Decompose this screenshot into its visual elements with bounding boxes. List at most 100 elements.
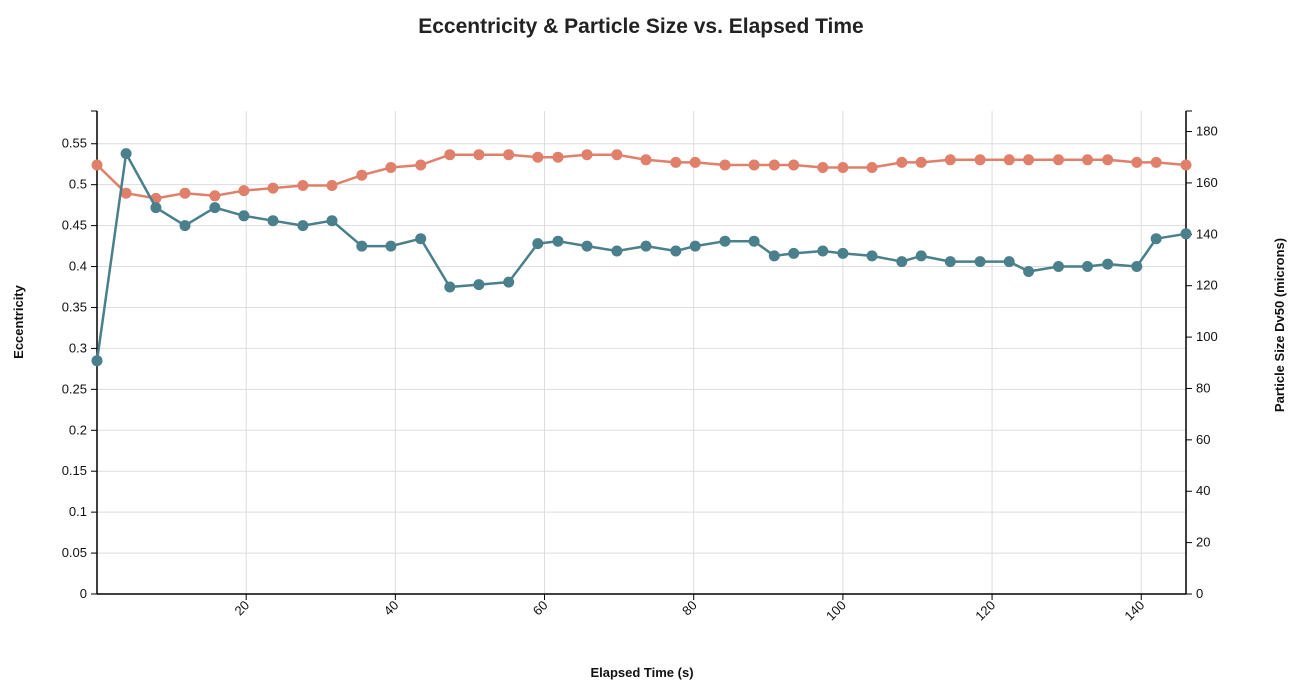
eccentricity-data-point bbox=[356, 240, 368, 252]
x-tick-label: 60 bbox=[530, 598, 551, 619]
y-left-tick-label: 0.35 bbox=[62, 299, 87, 314]
eccentricity-data-point bbox=[748, 235, 760, 247]
particle-size-data-point bbox=[1023, 154, 1035, 166]
x-tick-label: 100 bbox=[823, 598, 849, 624]
x-axis-label: Elapsed Time (s) bbox=[590, 665, 693, 680]
y-right-tick-label: 20 bbox=[1196, 535, 1210, 550]
particle-size-data-point bbox=[1102, 154, 1114, 166]
particle-size-data-point bbox=[297, 180, 309, 191]
particle-size-data-point bbox=[788, 159, 800, 171]
y-left-tick-label: 0.4 bbox=[69, 259, 87, 274]
y-right-tick-label: 60 bbox=[1196, 432, 1210, 447]
x-tick-label: 80 bbox=[679, 598, 700, 619]
eccentricity-data-point bbox=[444, 281, 456, 293]
x-tick-label: 40 bbox=[381, 598, 402, 619]
particle-size-data-point bbox=[768, 159, 780, 171]
eccentricity-data-point bbox=[91, 355, 103, 367]
particle-size-data-point bbox=[415, 159, 427, 171]
particle-size-data-point bbox=[179, 187, 191, 199]
eccentricity-data-point bbox=[150, 202, 162, 214]
eccentricity-data-point bbox=[670, 245, 682, 257]
eccentricity-data-point bbox=[1102, 258, 1114, 270]
eccentricity-data-point bbox=[837, 247, 849, 259]
eccentricity-data-point bbox=[1150, 233, 1162, 245]
y-right-tick-label: 80 bbox=[1196, 380, 1210, 395]
eccentricity-data-point bbox=[817, 245, 829, 257]
y-left-axis-label: Eccentricity bbox=[11, 284, 26, 358]
eccentricity-data-point bbox=[297, 220, 309, 232]
particle-size-data-point bbox=[689, 156, 701, 168]
y-left-tick-label: 0.55 bbox=[62, 136, 87, 151]
particle-size-data-point bbox=[837, 162, 849, 173]
eccentricity-data-point bbox=[915, 250, 927, 262]
particle-size-data-point bbox=[91, 159, 103, 171]
eccentricity-data-point bbox=[415, 233, 427, 245]
particle-size-data-point bbox=[532, 151, 544, 163]
particle-size-data-point bbox=[209, 190, 221, 202]
particle-size-data-point bbox=[444, 149, 456, 161]
x-tick-label: 140 bbox=[1121, 598, 1147, 624]
particle-size-data-point bbox=[611, 149, 623, 161]
y-left-tick-label: 0.1 bbox=[69, 504, 87, 519]
eccentricity-data-point bbox=[1082, 261, 1093, 272]
y-right-tick-label: 40 bbox=[1196, 483, 1210, 498]
eccentricity-data-point bbox=[385, 240, 397, 252]
eccentricity-data-point bbox=[238, 210, 250, 222]
eccentricity-data-point bbox=[1023, 266, 1035, 277]
particle-size-data-point bbox=[385, 162, 397, 173]
eccentricity-data-point bbox=[944, 256, 956, 268]
y-right-tick-label: 120 bbox=[1196, 278, 1218, 293]
eccentricity-data-point bbox=[788, 247, 800, 259]
eccentricity-data-point bbox=[768, 250, 780, 262]
eccentricity-data-point bbox=[267, 215, 279, 227]
eccentricity-data-point bbox=[209, 202, 221, 214]
particle-size-data-point bbox=[1131, 156, 1143, 168]
y-right-tick-label: 100 bbox=[1196, 329, 1218, 344]
particle-size-data-point bbox=[817, 162, 829, 173]
eccentricity-data-point bbox=[1003, 256, 1015, 268]
particle-size-data-point bbox=[896, 156, 908, 168]
particle-size-data-point bbox=[748, 159, 760, 171]
eccentricity-data-point bbox=[1053, 261, 1064, 272]
particle-size-data-point bbox=[238, 185, 250, 197]
eccentricity-data-point bbox=[581, 240, 593, 252]
y-left-tick-label: 0.2 bbox=[69, 422, 87, 437]
eccentricity-data-point bbox=[974, 256, 986, 268]
particle-size-data-point bbox=[1082, 154, 1093, 166]
y-left-tick-label: 0.45 bbox=[62, 218, 87, 233]
y-left-tick-label: 0.05 bbox=[62, 545, 87, 560]
axes-layer: 0 0.05 0.1 0.15 0.2 0.25 0.3 0.35 0.4 0.45 0.5 0.55… bbox=[62, 110, 1218, 624]
eccentricity-data-point bbox=[896, 256, 908, 268]
y-left-tick-label: 0.3 bbox=[69, 340, 87, 355]
eccentricity-data-point bbox=[1131, 261, 1143, 272]
grid-layer bbox=[97, 111, 1186, 594]
particle-size-data-point bbox=[915, 156, 927, 168]
particle-size-data-point bbox=[473, 149, 485, 161]
eccentricity-data-point bbox=[719, 235, 731, 247]
particle-size-data-point bbox=[640, 154, 652, 166]
particle-size-data-point bbox=[944, 154, 956, 166]
particle-size-data-point bbox=[974, 154, 986, 166]
y-left-tick-label: 0.5 bbox=[69, 177, 87, 192]
particle-size-data-point bbox=[356, 169, 368, 181]
particle-size-data-point bbox=[120, 187, 132, 199]
particle-size-data-point bbox=[326, 180, 338, 191]
eccentricity-data-point bbox=[1180, 228, 1192, 240]
eccentricity-data-point bbox=[611, 245, 623, 257]
series-layer bbox=[91, 148, 1192, 367]
eccentricity-data-point bbox=[120, 148, 132, 160]
particle-size-data-point bbox=[670, 156, 682, 168]
eccentricity-data-point bbox=[640, 240, 652, 252]
eccentricity-data-point bbox=[179, 220, 191, 232]
y-right-tick-label: 0 bbox=[1196, 586, 1203, 601]
y-right-tick-label: 140 bbox=[1196, 226, 1218, 241]
y-right-axis-label: Particle Size Dv50 (microns) bbox=[1272, 238, 1287, 412]
chart-title: Eccentricity & Particle Size vs. Elapsed… bbox=[418, 15, 864, 38]
particle-size-data-point bbox=[1150, 156, 1162, 168]
particle-size-data-point bbox=[503, 149, 515, 161]
particle-size-data-point bbox=[267, 182, 279, 194]
eccentricity-data-point bbox=[532, 238, 544, 250]
particle-size-data-point bbox=[1180, 159, 1192, 171]
